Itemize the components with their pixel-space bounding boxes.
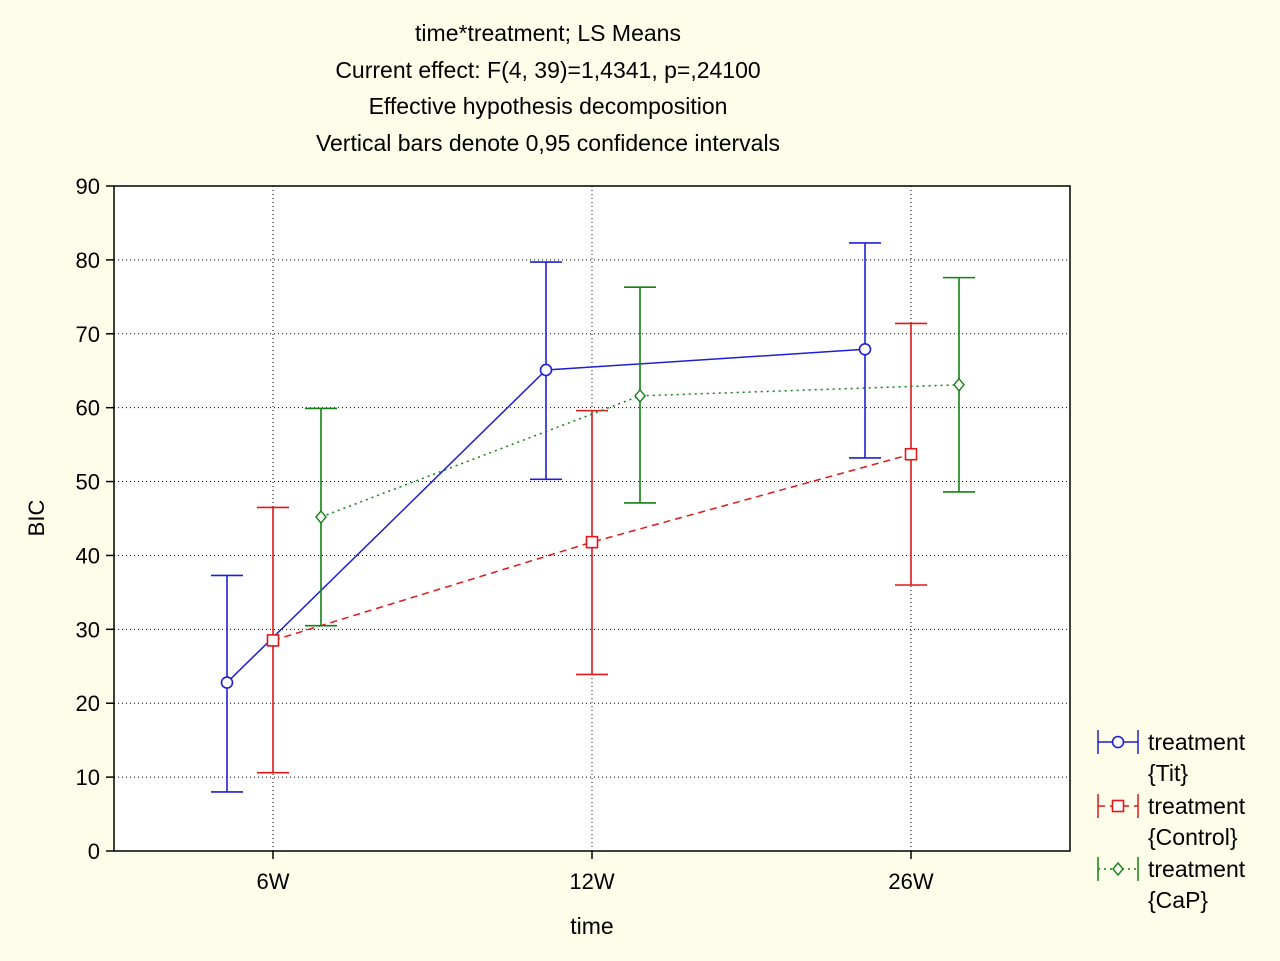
y-tick-label: 60 <box>76 396 100 421</box>
legend: treatment{Tit}treatment{Control}treatmen… <box>1097 729 1246 913</box>
point-marker <box>266 634 280 647</box>
series-0 <box>211 242 881 793</box>
point-marker <box>585 535 599 549</box>
y-axis-label: BIC <box>24 500 49 537</box>
point-marker <box>220 676 234 689</box>
series <box>211 242 975 793</box>
legend-label: treatment <box>1148 856 1246 882</box>
y-tick-label: 0 <box>88 839 100 864</box>
point-marker <box>1111 799 1125 813</box>
legend-item-0: treatment {Tit} <box>1097 729 1246 786</box>
point-marker <box>1112 861 1124 877</box>
legend-label: treatment <box>1148 729 1246 755</box>
point-marker <box>1111 735 1125 749</box>
y-tick-label: 20 <box>76 691 100 716</box>
y-tick-label: 40 <box>76 543 100 568</box>
x-tick-label: 12W <box>569 869 614 894</box>
title-line-2: Current effect: F(4, 39)=1,4341, p=,2410… <box>335 57 760 83</box>
x-tick-label: 6W <box>257 869 290 894</box>
legend-item-1: treatment {Control} <box>1097 793 1246 850</box>
point-marker <box>858 342 872 356</box>
title-line-1: time*treatment; LS Means <box>415 20 681 46</box>
x-tick-label: 26W <box>888 869 933 894</box>
legend-label-group: {Control} <box>1148 824 1238 850</box>
y-tick-label: 30 <box>76 617 100 642</box>
point-marker <box>539 363 553 377</box>
point-marker <box>953 377 965 392</box>
title-line-3: Effective hypothesis decomposition <box>369 93 728 119</box>
y-tick-label: 80 <box>76 248 100 273</box>
series-1 <box>257 322 927 774</box>
point-marker <box>634 388 646 403</box>
y-tick-label: 10 <box>76 765 100 790</box>
legend-label-group: {Tit} <box>1148 760 1188 786</box>
series-2 <box>305 276 975 627</box>
y-tick-label: 70 <box>76 322 100 347</box>
point-marker <box>904 447 918 461</box>
legend-label: treatment <box>1148 793 1246 819</box>
axes: 0 10 20 30 40 50 60 70 80 90 6W 12W 26W <box>76 174 934 894</box>
title-line-4: Vertical bars denote 0,95 confidence int… <box>316 130 780 156</box>
x-axis-label: time <box>570 913 613 939</box>
legend-label-group: {CaP} <box>1148 887 1208 913</box>
legend-item-2: treatment {CaP} <box>1097 856 1246 913</box>
y-tick-label: 90 <box>76 174 100 199</box>
series-line <box>272 453 912 642</box>
point-marker <box>315 509 327 525</box>
chart-title: time*treatment; LS Means Current effect:… <box>316 20 780 156</box>
y-tick-label: 50 <box>76 470 100 495</box>
